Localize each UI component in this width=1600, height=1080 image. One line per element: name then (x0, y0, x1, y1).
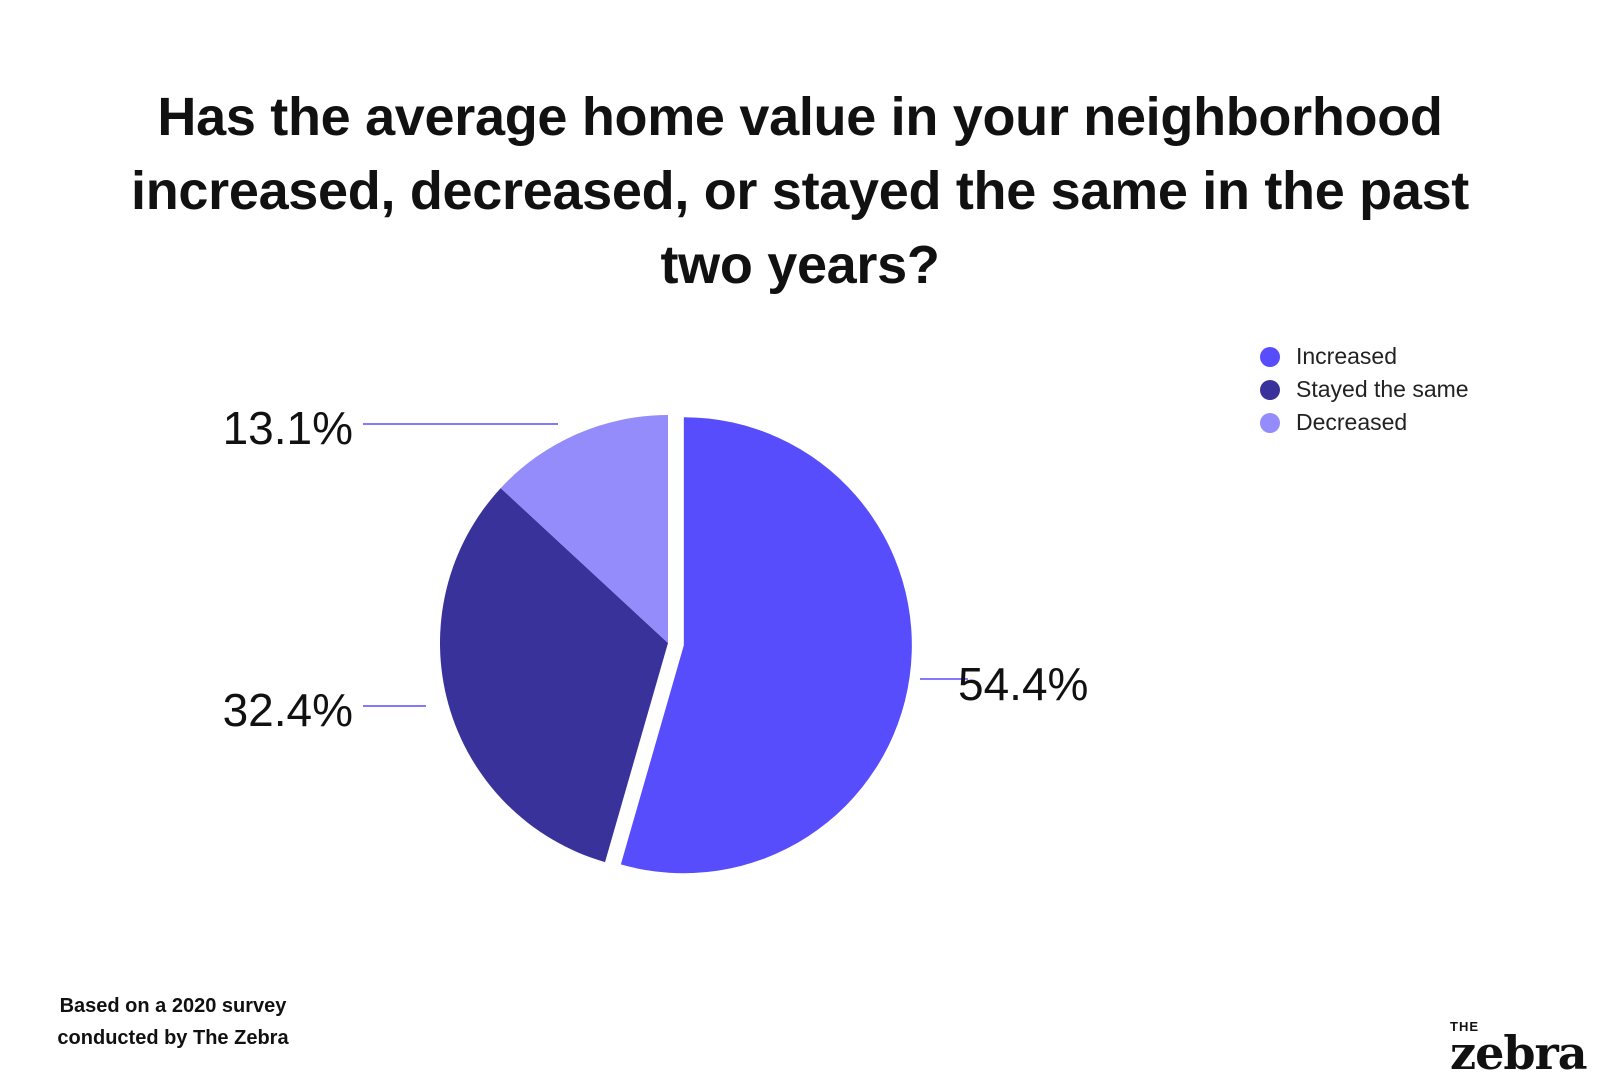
legend-label-stayed-the-same: Stayed the same (1296, 376, 1469, 402)
legend: Increased Stayed the same Decreased (1260, 340, 1469, 439)
pie-slice-decreased (500, 415, 668, 643)
logo-the: THE (1450, 1019, 1479, 1034)
legend-item-decreased: Decreased (1260, 406, 1469, 439)
legend-label-decreased: Decreased (1296, 409, 1408, 435)
pie-slice-increased (620, 417, 912, 874)
footnote-line-1: Based on a 2020 survey (59, 995, 287, 1017)
pie-slice-stayed-the-same (439, 488, 668, 863)
legend-swatch-stayed-the-same (1260, 379, 1280, 400)
data-label-increased: 54.4% (958, 658, 1088, 710)
logo-wordmark: zebra (1450, 1026, 1588, 1080)
legend-swatch-decreased (1260, 412, 1280, 433)
data-label-stayed-the-same: 32.4% (223, 684, 353, 736)
legend-swatch-increased (1260, 346, 1280, 367)
footnote: Based on a 2020 survey conducted by The … (48, 990, 298, 1054)
footnote-line-2: conducted by The Zebra (57, 1027, 289, 1049)
data-label-decreased: 13.1% (223, 402, 353, 454)
chart-title: Has the average home value in your neigh… (131, 87, 1469, 295)
legend-label-increased: Increased (1296, 343, 1398, 369)
legend-item-stayed-the-same: Stayed the same (1260, 373, 1469, 406)
legend-item-increased: Increased (1260, 340, 1469, 373)
zebra-logo: THE zebra (1450, 1019, 1600, 1080)
